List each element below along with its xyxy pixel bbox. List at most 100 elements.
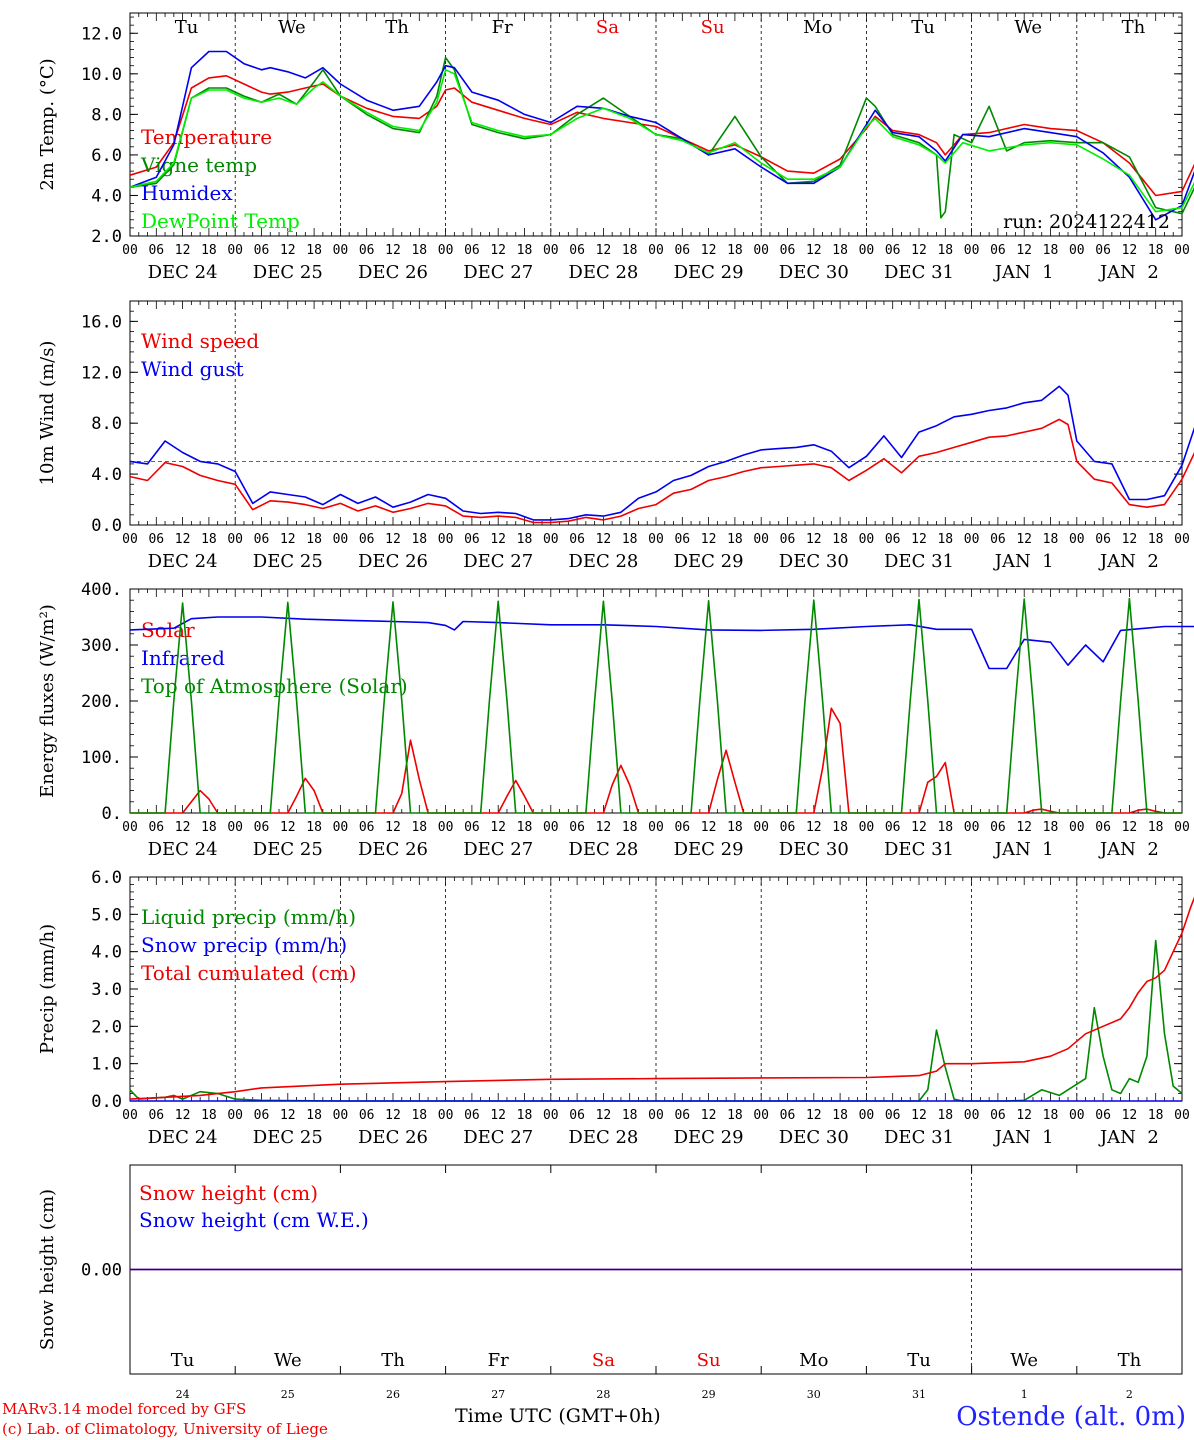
legend-entry: Vigne temp — [140, 153, 257, 177]
hour-tick-label: 00 — [859, 243, 875, 258]
hour-tick-label: 00 — [648, 532, 664, 547]
day-label: DEC 25 — [253, 551, 323, 572]
day-label: DEC 24 — [148, 262, 218, 283]
weekday-label: Su — [697, 1350, 721, 1371]
day-label: DEC 27 — [463, 839, 533, 860]
day-label: JAN 2 — [1098, 839, 1159, 860]
day-label: DEC 29 — [674, 262, 744, 283]
hour-tick-label: 06 — [1095, 1108, 1111, 1123]
legend-entry: Total cumulated (cm) — [141, 961, 357, 985]
hour-tick-label: 06 — [885, 1108, 901, 1123]
hour-tick-label: 12 — [596, 532, 612, 547]
hour-tick-label: 00 — [964, 532, 980, 547]
y-tick-label: 8.0 — [91, 414, 122, 434]
hour-tick-label: 06 — [885, 243, 901, 258]
day-label: DEC 24 — [148, 839, 218, 860]
day-label: DEC 27 — [463, 551, 533, 572]
hour-tick-label: 12 — [280, 532, 296, 547]
day-label: DEC 30 — [779, 551, 849, 572]
hour-tick-label: 18 — [1148, 820, 1164, 835]
hour-tick-label: 06 — [780, 532, 796, 547]
series-line-vigne-temp — [129, 56, 1194, 219]
weekday-label: Mo — [799, 1350, 828, 1371]
hour-tick-label: 12 — [385, 820, 401, 835]
hour-tick-label: 00 — [227, 1108, 243, 1123]
hour-tick-label: 18 — [306, 820, 322, 835]
y-tick-label: 400. — [81, 580, 122, 600]
hour-tick-label: 18 — [832, 532, 848, 547]
hour-tick-label: 00 — [859, 1108, 875, 1123]
hour-tick-label: 18 — [411, 532, 427, 547]
hour-tick-label: 06 — [674, 532, 690, 547]
hour-tick-label: 18 — [1148, 243, 1164, 258]
hour-tick-label: 00 — [543, 820, 559, 835]
weekday-label: Th — [385, 17, 409, 38]
y-axis-title: Precip (mm/h) — [37, 924, 58, 1054]
hour-tick-label: 00 — [859, 532, 875, 547]
hour-tick-label: 00 — [122, 532, 138, 547]
day-label: DEC 27 — [463, 1127, 533, 1148]
hour-tick-label: 00 — [648, 243, 664, 258]
hour-tick-label: 06 — [359, 1108, 375, 1123]
hour-tick-label: 18 — [306, 243, 322, 258]
day-number-label: 2 — [1126, 1388, 1133, 1401]
hour-tick-label: 06 — [148, 1108, 164, 1123]
hour-tick-label: 06 — [885, 532, 901, 547]
day-label: DEC 31 — [884, 1127, 954, 1148]
hour-tick-label: 18 — [306, 1108, 322, 1123]
y-tick-label: 300. — [81, 636, 122, 656]
weekday-label: Th — [381, 1350, 405, 1371]
hour-tick-label: 06 — [990, 1108, 1006, 1123]
hour-tick-label: 00 — [1069, 243, 1085, 258]
hour-tick-label: 18 — [306, 532, 322, 547]
hour-tick-label: 12 — [490, 243, 506, 258]
hour-tick-label: 18 — [727, 820, 743, 835]
day-label: DEC 31 — [884, 551, 954, 572]
hour-tick-label: 06 — [569, 243, 585, 258]
hour-tick-label: 00 — [648, 1108, 664, 1123]
weekday-label: We — [1014, 17, 1042, 38]
hour-tick-label: 12 — [490, 1108, 506, 1123]
hour-tick-label: 12 — [911, 820, 927, 835]
hour-tick-label: 12 — [701, 820, 717, 835]
hour-tick-label: 06 — [254, 243, 270, 258]
y-tick-label: 16.0 — [81, 312, 122, 332]
hour-tick-label: 00 — [438, 1108, 454, 1123]
hour-tick-label: 06 — [780, 820, 796, 835]
legend-entry: Snow precip (mm/h) — [141, 933, 347, 957]
hour-tick-label: 00 — [753, 532, 769, 547]
hour-tick-label: 18 — [832, 820, 848, 835]
hour-tick-label: 12 — [701, 532, 717, 547]
day-number-label: 31 — [912, 1388, 926, 1401]
y-axis-title: Snow height (cm) — [37, 1189, 58, 1350]
hour-tick-label: 12 — [596, 820, 612, 835]
hour-tick-label: 12 — [911, 532, 927, 547]
y-tick-label: 10.0 — [81, 65, 122, 85]
y-axis-title: 10m Wind (m/s) — [37, 341, 58, 486]
hour-tick-label: 00 — [1069, 532, 1085, 547]
panel-frame — [129, 588, 1183, 814]
hour-tick-label: 12 — [385, 1108, 401, 1123]
legend-entry: Infrared — [141, 646, 225, 670]
hour-tick-label: 06 — [148, 820, 164, 835]
y-tick-label: 100. — [81, 748, 122, 768]
day-number-label: 27 — [491, 1388, 505, 1401]
hour-tick-label: 06 — [885, 820, 901, 835]
hour-tick-label: 00 — [333, 820, 349, 835]
y-tick-label: 5.0 — [91, 905, 122, 925]
hour-tick-label: 06 — [990, 532, 1006, 547]
hour-tick-label: 06 — [1095, 820, 1111, 835]
hour-tick-label: 18 — [622, 820, 638, 835]
hour-tick-label: 00 — [122, 243, 138, 258]
y-tick-label: 0.0 — [91, 1092, 122, 1112]
hour-tick-label: 06 — [254, 820, 270, 835]
series-line-wind-speed — [129, 418, 1194, 524]
day-label: DEC 25 — [253, 1127, 323, 1148]
hour-tick-label: 06 — [464, 243, 480, 258]
hour-tick-label: 06 — [254, 532, 270, 547]
hour-tick-label: 12 — [175, 532, 191, 547]
hour-tick-label: 06 — [569, 820, 585, 835]
day-label: DEC 26 — [358, 1127, 428, 1148]
hour-tick-label: 12 — [280, 243, 296, 258]
day-label: DEC 24 — [148, 1127, 218, 1148]
